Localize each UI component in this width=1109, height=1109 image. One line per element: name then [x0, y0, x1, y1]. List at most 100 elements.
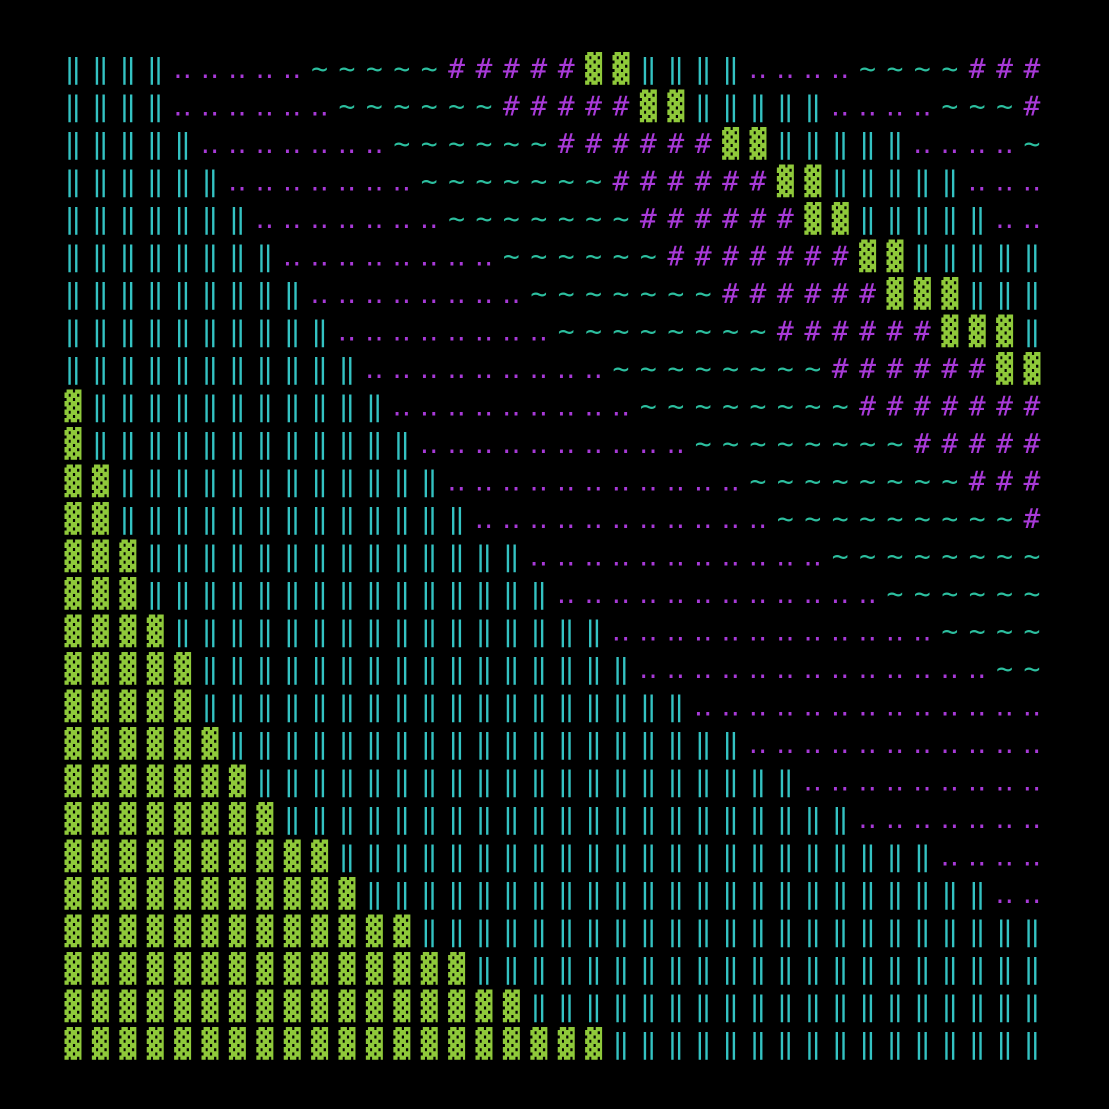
glyph: ‖ — [613, 952, 630, 985]
glyph: ‖ — [558, 727, 575, 760]
glyph: ‖ — [804, 990, 821, 1023]
glyph: ‥ — [995, 877, 1014, 910]
glyph: # — [859, 352, 876, 385]
glyph: ‖ — [393, 802, 410, 835]
glyph: ▓ — [92, 915, 109, 948]
glyph: ‥ — [858, 615, 877, 648]
glyph: ‥ — [447, 427, 466, 460]
glyph: ‥ — [584, 577, 603, 610]
glyph: ‥ — [721, 502, 740, 535]
glyph: ‖ — [503, 877, 520, 910]
glyph: # — [832, 315, 849, 348]
glyph: ~ — [887, 502, 904, 535]
glyph: # — [558, 90, 575, 123]
glyph: ‖ — [503, 690, 520, 723]
glyph: ~ — [476, 127, 493, 160]
glyph: # — [1024, 465, 1041, 498]
glyph: ‥ — [529, 390, 548, 423]
glyph: ‥ — [557, 427, 576, 460]
glyph: ~ — [503, 165, 520, 198]
glyph: # — [695, 202, 712, 235]
glyph: ‖ — [366, 690, 383, 723]
glyph: ‥ — [365, 240, 384, 273]
glyph: ‥ — [283, 90, 302, 123]
glyph: ‖ — [174, 315, 191, 348]
glyph: ▓ — [65, 577, 82, 610]
glyph: ‖ — [147, 90, 164, 123]
glyph: ‖ — [476, 727, 493, 760]
glyph: # — [530, 52, 547, 85]
glyph: ‖ — [174, 277, 191, 310]
glyph: ‖ — [284, 352, 301, 385]
glyph: ‖ — [667, 690, 684, 723]
glyph: ▓ — [174, 765, 191, 798]
glyph: ~ — [667, 277, 684, 310]
glyph: ‥ — [338, 202, 357, 235]
glyph: ▓ — [366, 952, 383, 985]
glyph: # — [887, 315, 904, 348]
glyph: ‖ — [695, 765, 712, 798]
glyph: # — [777, 202, 794, 235]
glyph: ~ — [804, 390, 821, 423]
glyph: # — [804, 277, 821, 310]
ascii-row: ▓ ▓ ▓ ▓ ▓ ▓ ▓ ▓ ▓ ▓ ▓ ‖ ‖ ‖ ‖ ‖ ‖ ‖ ‖ ‖ ‖ ‖ ‖ ‖ ‖ ‖ ‖ ‖ ‖ ‖ ‖ ‖ ‖ ‖ ‥ ‥ — [65, 877, 1042, 910]
glyph: ‖ — [914, 952, 931, 985]
glyph: ‥ — [310, 127, 329, 160]
glyph: ‖ — [695, 727, 712, 760]
glyph: ‖ — [640, 727, 657, 760]
glyph: ‥ — [721, 690, 740, 723]
glyph: ‖ — [804, 877, 821, 910]
glyph: ▓ — [503, 990, 520, 1023]
glyph: ‖ — [256, 427, 273, 460]
glyph: ‥ — [475, 315, 494, 348]
glyph: ▓ — [996, 315, 1013, 348]
glyph: ~ — [832, 540, 849, 573]
glyph: # — [667, 127, 684, 160]
glyph: ‖ — [558, 952, 575, 985]
glyph: ▓ — [421, 1027, 438, 1060]
glyph: ~ — [996, 577, 1013, 610]
glyph: # — [887, 390, 904, 423]
glyph: ‖ — [832, 127, 849, 160]
glyph: ‖ — [147, 427, 164, 460]
glyph: # — [969, 427, 986, 460]
glyph: ‥ — [392, 390, 411, 423]
glyph: ~ — [777, 427, 794, 460]
glyph: ~ — [1024, 652, 1041, 685]
glyph: # — [722, 240, 739, 273]
glyph: ‖ — [119, 52, 136, 85]
glyph: ‖ — [119, 315, 136, 348]
glyph: ‖ — [311, 615, 328, 648]
glyph: ‖ — [311, 352, 328, 385]
glyph: ▓ — [202, 877, 219, 910]
glyph: ~ — [613, 352, 630, 385]
glyph: # — [613, 90, 630, 123]
glyph: ▓ — [640, 90, 657, 123]
glyph: ‖ — [229, 277, 246, 310]
glyph: # — [530, 90, 547, 123]
glyph: ‖ — [339, 615, 356, 648]
glyph: ‖ — [174, 465, 191, 498]
glyph: # — [969, 390, 986, 423]
glyph: ~ — [695, 315, 712, 348]
glyph: ~ — [750, 315, 767, 348]
glyph: ‥ — [365, 315, 384, 348]
glyph: ‖ — [750, 990, 767, 1023]
glyph: ~ — [750, 465, 767, 498]
glyph: ‖ — [339, 652, 356, 685]
glyph: # — [777, 315, 794, 348]
glyph: ‥ — [392, 315, 411, 348]
glyph: ▓ — [941, 315, 958, 348]
glyph: ‖ — [256, 240, 273, 273]
glyph: ‥ — [173, 90, 192, 123]
glyph: ▓ — [92, 952, 109, 985]
glyph: ‥ — [392, 352, 411, 385]
glyph: ‖ — [92, 240, 109, 273]
glyph: ‥ — [420, 352, 439, 385]
glyph: ‥ — [612, 427, 631, 460]
glyph: # — [695, 165, 712, 198]
glyph: ‖ — [804, 802, 821, 835]
glyph: ‖ — [119, 165, 136, 198]
glyph: # — [667, 165, 684, 198]
